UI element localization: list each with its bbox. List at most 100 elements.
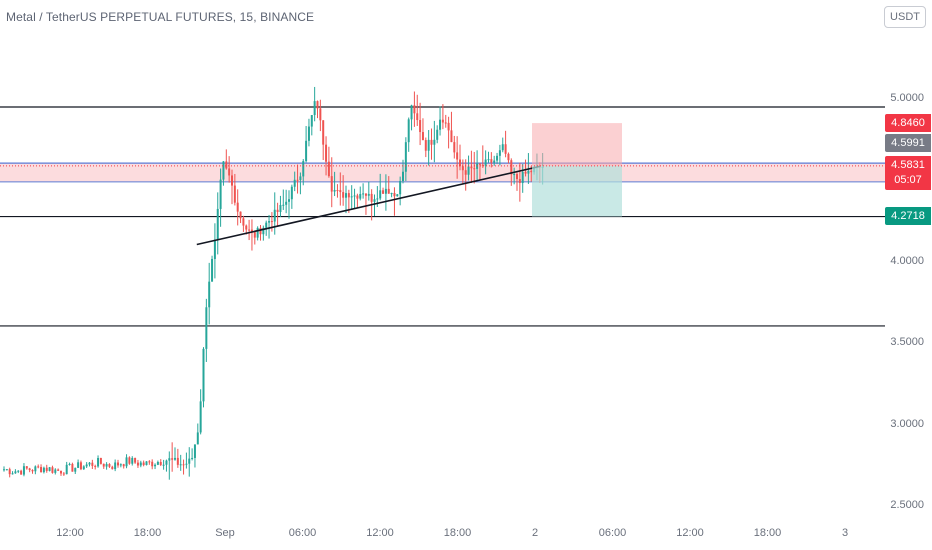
- candle-body: [484, 159, 487, 166]
- candle-body: [285, 201, 288, 205]
- price-tag-stop: 4.8460: [885, 114, 931, 132]
- candle-body: [74, 467, 77, 472]
- candle-body: [262, 227, 265, 235]
- trendline: [196, 165, 541, 246]
- candle-body: [77, 462, 80, 468]
- candle-body: [427, 139, 430, 151]
- candle-body: [347, 193, 350, 198]
- candle-body: [416, 113, 419, 121]
- candle-body: [154, 464, 157, 467]
- candle-body: [208, 281, 211, 308]
- candle-body: [213, 239, 216, 259]
- candle-body: [82, 466, 85, 470]
- candle-body: [527, 170, 530, 174]
- candle-body: [336, 190, 339, 192]
- candle-body: [350, 196, 353, 198]
- candle-body: [282, 204, 285, 206]
- currency-button[interactable]: USDT: [884, 6, 926, 28]
- candle-body: [510, 160, 513, 175]
- candle-body: [496, 155, 499, 161]
- candle-body: [97, 458, 100, 467]
- candle-body: [225, 161, 228, 169]
- candle-body: [111, 466, 114, 470]
- candle-body: [273, 209, 276, 222]
- candle-body: [233, 185, 236, 203]
- candle-body: [376, 198, 379, 200]
- candle-body: [493, 160, 496, 163]
- candle-body: [105, 464, 108, 467]
- candle-body: [14, 471, 17, 474]
- candle-body: [276, 209, 279, 212]
- candle-body: [310, 115, 313, 127]
- candle-body: [68, 463, 71, 465]
- candle-body: [305, 140, 308, 162]
- candle-body: [370, 193, 373, 202]
- candle-body: [404, 142, 407, 172]
- candle-body: [473, 168, 476, 170]
- candle-body: [216, 208, 219, 240]
- candle-body: [211, 258, 214, 282]
- candle-body: [265, 222, 268, 228]
- candle-body: [279, 204, 282, 212]
- candle-body: [333, 190, 336, 192]
- candle-body: [148, 461, 151, 463]
- candle-body: [99, 458, 102, 464]
- last-price: 4.5831: [891, 159, 925, 171]
- candle-body: [268, 221, 271, 223]
- candle-body: [45, 467, 48, 471]
- candle-body: [467, 166, 470, 175]
- candle-body: [136, 462, 139, 466]
- candle-body: [516, 174, 518, 180]
- candle-body: [128, 457, 131, 464]
- candle-body: [196, 432, 199, 445]
- candle-body: [461, 166, 464, 171]
- candle-body: [407, 119, 410, 143]
- candle-body: [390, 193, 393, 195]
- x-tick-label: 06:00: [288, 527, 317, 539]
- candle-body: [125, 457, 128, 467]
- candle-body: [399, 181, 402, 195]
- candle-body: [57, 469, 60, 471]
- x-tick-label: 12:00: [56, 527, 84, 539]
- candle-body: [17, 470, 20, 472]
- candle-body: [34, 466, 37, 472]
- candle-body: [433, 139, 436, 145]
- x-tick-label: 12:00: [676, 527, 704, 539]
- candle-body: [20, 470, 23, 475]
- candle-body: [481, 164, 484, 166]
- candle-body: [145, 461, 148, 466]
- candle-body: [245, 225, 248, 230]
- candle-body: [102, 463, 105, 467]
- candle-body: [293, 179, 296, 187]
- candle-body: [302, 161, 305, 177]
- candle-body: [402, 171, 404, 182]
- candle-body: [202, 348, 205, 402]
- candle-body: [478, 163, 481, 165]
- candle-body: [342, 192, 345, 198]
- candle-body: [456, 152, 459, 160]
- y-tick-label: 3.0000: [890, 417, 924, 430]
- candle-body: [85, 464, 88, 467]
- candle-body: [259, 227, 262, 235]
- candle-body: [171, 458, 174, 460]
- candle-body: [193, 444, 196, 458]
- candle-body: [122, 464, 125, 467]
- candle-body: [379, 190, 382, 199]
- candle-body: [191, 457, 194, 459]
- candle-body: [387, 188, 390, 194]
- candle-body: [362, 193, 365, 195]
- target-zone: [532, 165, 622, 217]
- stop-zone: [532, 123, 622, 166]
- price-tag-last: 4.5831 05:07: [885, 156, 931, 190]
- candle-body: [168, 458, 171, 461]
- candle-body: [42, 467, 45, 473]
- x-tick-label: 2: [531, 527, 539, 539]
- candle-body: [182, 464, 185, 466]
- candle-body: [108, 464, 111, 467]
- candle-body: [162, 464, 165, 466]
- candle-body: [353, 195, 356, 197]
- y-tick-label: 4.0000: [890, 254, 924, 267]
- candle-body: [5, 469, 8, 471]
- price-tag-target: 4.2718: [885, 207, 931, 225]
